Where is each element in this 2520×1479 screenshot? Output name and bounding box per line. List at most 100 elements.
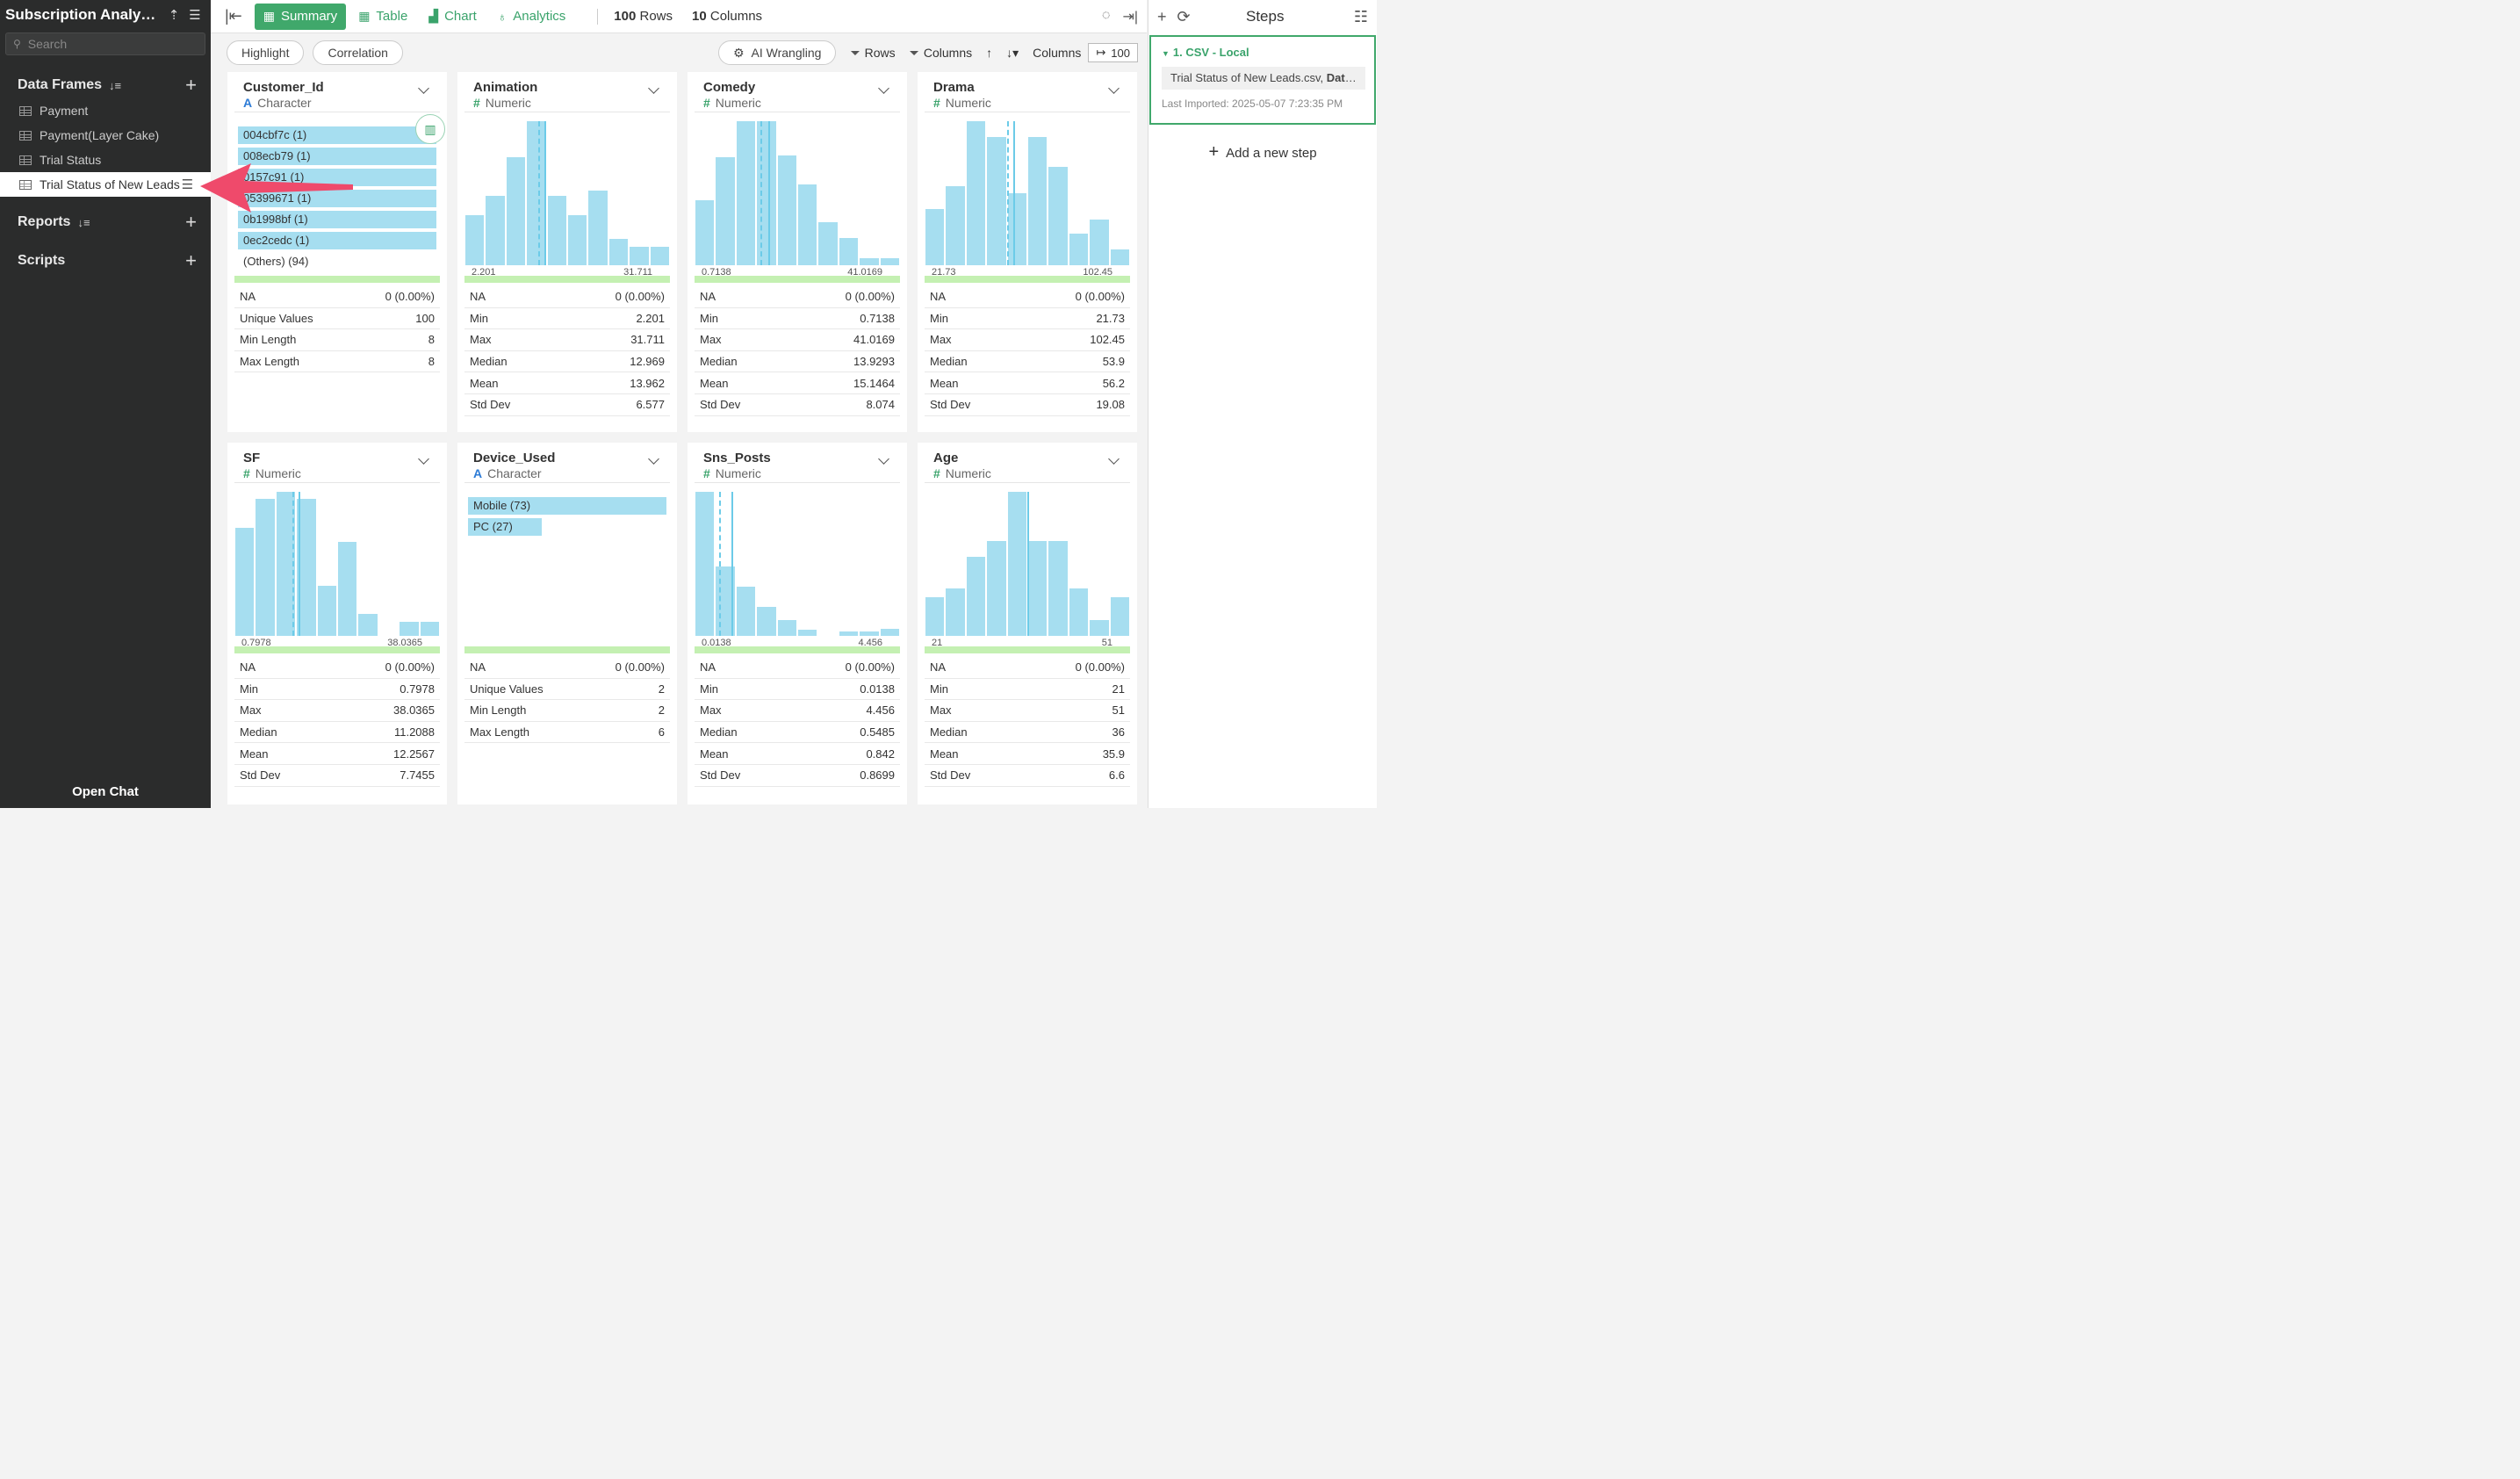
- collapse-right-icon[interactable]: ⇥|: [1122, 9, 1138, 25]
- histogram-bar[interactable]: [716, 157, 735, 265]
- add-report-icon[interactable]: +: [185, 211, 197, 233]
- column-chart[interactable]: 004cbf7c (1) 008ecb79 (1) 0157c91 (1) 05399…: [234, 112, 445, 283]
- histogram-bar[interactable]: [650, 246, 669, 265]
- histogram-bar[interactable]: [860, 631, 879, 636]
- refresh-icon[interactable]: ⟳: [1177, 7, 1191, 25]
- histogram-bar[interactable]: [568, 214, 587, 265]
- histogram-bar[interactable]: [1048, 167, 1068, 265]
- histogram-bar[interactable]: [736, 587, 756, 636]
- histogram-bar[interactable]: [777, 619, 796, 636]
- open-chat-button[interactable]: Open Chat: [72, 784, 139, 799]
- histogram-bar[interactable]: [880, 628, 899, 636]
- collapse-sidebar-icon[interactable]: |⇤: [225, 7, 242, 25]
- sort-icon[interactable]: ↓≡: [109, 78, 122, 92]
- histogram-bar[interactable]: [1069, 233, 1089, 265]
- tab-table[interactable]: ▦ Table: [349, 4, 416, 30]
- histogram-bar[interactable]: [1090, 219, 1109, 265]
- histogram-bar[interactable]: [839, 237, 859, 265]
- histogram-bar[interactable]: [358, 614, 378, 636]
- histogram-bar[interactable]: [1007, 492, 1026, 636]
- histogram-bar[interactable]: [987, 540, 1006, 636]
- histogram-bar[interactable]: [966, 556, 986, 636]
- add-script-icon[interactable]: +: [185, 249, 197, 271]
- category-bar[interactable]: 0157c91 (1): [238, 169, 436, 186]
- histogram-bar[interactable]: [608, 239, 629, 265]
- histogram-bar[interactable]: [695, 492, 715, 636]
- step-csv-local[interactable]: ▼ 1. CSV - Local Trial Status of New Lead…: [1149, 35, 1376, 125]
- columns-count-input[interactable]: ↦ 100: [1088, 43, 1138, 62]
- histogram-bar[interactable]: [465, 214, 485, 265]
- histogram-bar[interactable]: [506, 157, 526, 265]
- histogram-bar[interactable]: [966, 121, 986, 265]
- ai-wrangling-button[interactable]: ⚙ AI Wrangling: [717, 40, 837, 65]
- column-chart[interactable]: 0.7138 41.0169: [695, 112, 900, 283]
- category-bar[interactable]: Mobile (73): [468, 497, 666, 515]
- histogram-bar[interactable]: [630, 246, 649, 265]
- histogram-bar[interactable]: [1028, 540, 1048, 636]
- menu-icon[interactable]: ☰: [189, 8, 201, 23]
- sort-desc-button[interactable]: ↓▾: [1006, 46, 1019, 61]
- histogram-bar[interactable]: [1069, 588, 1089, 636]
- histogram-bar[interactable]: [757, 607, 776, 636]
- column-chart[interactable]: Mobile (73) PC (27): [464, 483, 670, 653]
- rows-filter-button[interactable]: ⏷ Rows: [850, 46, 895, 61]
- histogram-bar[interactable]: [925, 596, 945, 636]
- histogram-bar[interactable]: [486, 196, 505, 265]
- column-chart[interactable]: 0.0138 4.456: [695, 483, 900, 653]
- columns-filter-button[interactable]: ⏷ Columns: [910, 46, 972, 61]
- histogram-bar[interactable]: [1007, 193, 1026, 265]
- histogram-bar[interactable]: [338, 542, 357, 636]
- caret-down-icon[interactable]: ▼: [1162, 49, 1170, 58]
- histogram-bar[interactable]: [1110, 596, 1129, 636]
- chart-toggle-icon[interactable]: ▥: [415, 114, 445, 144]
- category-bar[interactable]: 008ecb79 (1): [238, 148, 436, 165]
- histogram-bar[interactable]: [235, 528, 255, 636]
- comment-icon[interactable]: ◌: [1101, 7, 1111, 23]
- histogram-bar[interactable]: [256, 499, 275, 636]
- histogram-bar[interactable]: [818, 221, 838, 265]
- histogram-bar[interactable]: [400, 621, 419, 636]
- add-data-frame-icon[interactable]: +: [185, 74, 197, 96]
- histogram-bar[interactable]: [420, 621, 439, 636]
- sidebar-item-payment-layer-cake[interactable]: Payment(Layer Cake): [0, 123, 211, 148]
- histogram-bar[interactable]: [880, 257, 899, 265]
- settings-sliders-icon[interactable]: ☷: [1353, 7, 1368, 25]
- sidebar-item-trial-status[interactable]: Trial Status: [0, 148, 211, 172]
- histogram-bar[interactable]: [839, 631, 859, 636]
- upload-icon[interactable]: ⇡: [168, 8, 180, 23]
- histogram-bar[interactable]: [527, 121, 546, 265]
- add-icon[interactable]: +: [1157, 7, 1167, 25]
- histogram-bar[interactable]: [946, 588, 965, 636]
- histogram-bar[interactable]: [1028, 137, 1048, 265]
- histogram-bar[interactable]: [695, 200, 715, 265]
- histogram-bar[interactable]: [1090, 619, 1109, 636]
- correlation-button[interactable]: Correlation: [313, 40, 403, 65]
- tab-analytics[interactable]: ♁ Analytics: [489, 4, 575, 30]
- project-title[interactable]: Subscription Analy…: [5, 6, 156, 23]
- category-bar[interactable]: 0b1998bf (1): [238, 211, 436, 228]
- histogram-bar[interactable]: [777, 155, 796, 265]
- histogram-bar[interactable]: [1110, 249, 1129, 265]
- histogram-bar[interactable]: [547, 196, 566, 265]
- category-bar[interactable]: 05399671 (1): [238, 190, 436, 207]
- category-bar[interactable]: PC (27): [468, 518, 542, 536]
- histogram-bar[interactable]: [925, 209, 945, 265]
- highlight-button[interactable]: Highlight: [227, 40, 305, 65]
- add-step-button[interactable]: + Add a new step: [1208, 142, 1317, 162]
- histogram-bar[interactable]: [946, 185, 965, 265]
- tab-chart[interactable]: ▟ Chart: [420, 4, 485, 30]
- histogram-bar[interactable]: [276, 492, 296, 636]
- sidebar-item-trial-status-new-leads[interactable]: Trial Status of New Leads ☰: [0, 172, 211, 197]
- sidebar-item-payment[interactable]: Payment: [0, 98, 211, 123]
- tab-summary[interactable]: ▦ Summary: [254, 3, 347, 30]
- column-chart[interactable]: 2.201 31.711: [464, 112, 670, 283]
- category-bar[interactable]: 0ec2cedc (1): [238, 232, 436, 249]
- item-menu-icon[interactable]: ☰: [181, 177, 194, 192]
- search-input[interactable]: ⚲ Search: [5, 32, 205, 55]
- histogram-bar[interactable]: [588, 190, 608, 265]
- histogram-bar[interactable]: [736, 121, 756, 265]
- sort-icon[interactable]: ↓≡: [77, 215, 90, 229]
- histogram-bar[interactable]: [798, 184, 817, 265]
- histogram-bar[interactable]: [1048, 540, 1068, 636]
- column-chart[interactable]: 21.73 102.45: [925, 112, 1130, 283]
